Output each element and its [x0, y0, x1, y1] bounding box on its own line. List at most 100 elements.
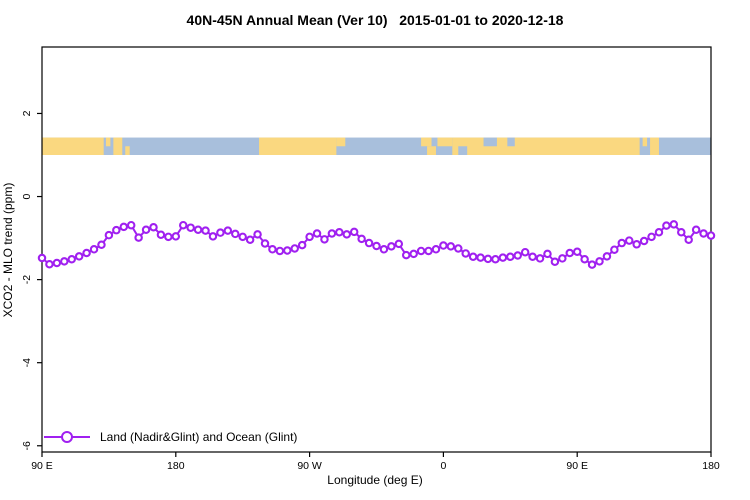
data-point-marker	[439, 241, 448, 250]
surface-band-segment-ocean	[507, 137, 515, 147]
data-point-marker	[283, 246, 292, 255]
data-point-marker	[290, 244, 299, 253]
data-point-marker	[335, 228, 344, 237]
surface-band-segment-land	[336, 137, 346, 147]
data-point-marker	[268, 245, 277, 254]
data-point-marker	[617, 238, 627, 248]
data-point-marker	[82, 248, 91, 258]
data-point-marker	[379, 245, 389, 254]
data-point-marker	[669, 220, 679, 229]
data-point-marker	[357, 234, 366, 244]
data-point-marker	[156, 230, 166, 240]
data-point-marker	[468, 252, 478, 262]
x-tick-label: 0	[440, 460, 446, 472]
data-point-marker	[647, 232, 656, 242]
data-point-marker	[245, 235, 255, 244]
surface-band-segment-land	[259, 137, 337, 155]
data-point-marker	[401, 250, 411, 260]
data-point-marker	[580, 255, 589, 264]
data-point-marker	[126, 220, 136, 230]
data-point-marker	[60, 257, 69, 266]
data-point-marker	[74, 252, 84, 261]
data-point-marker	[572, 247, 582, 257]
x-tick-label: 180	[167, 460, 185, 472]
y-axis-label: XCO2 - MLO trend (ppm)	[1, 182, 15, 318]
data-point-marker	[528, 252, 537, 262]
data-point-marker	[349, 227, 359, 237]
data-point-marker	[364, 238, 374, 248]
data-point-marker	[699, 229, 708, 238]
data-point-marker	[520, 247, 530, 257]
legend: Land (Nadir&Glint) and Ocean (Glint)	[44, 428, 297, 446]
data-point-marker	[67, 255, 76, 264]
data-point-marker	[543, 249, 552, 259]
surface-band-segment-land	[452, 137, 640, 155]
data-point-marker	[305, 232, 314, 242]
data-point-marker	[602, 252, 612, 261]
data-point-marker	[454, 244, 463, 253]
data-point-marker	[684, 235, 693, 244]
data-point-marker	[372, 241, 381, 251]
surface-band-segment-land	[437, 137, 453, 147]
data-point-marker	[89, 245, 99, 254]
data-point-marker	[312, 229, 322, 238]
data-point-marker	[223, 226, 233, 235]
x-tick-label: 90 E	[31, 460, 53, 472]
data-point-marker	[550, 257, 560, 267]
data-point-marker	[565, 248, 575, 258]
data-point-marker	[342, 230, 352, 239]
x-axis-label: Longitude (deg E)	[327, 473, 423, 487]
y-tick-label: -6	[21, 441, 33, 450]
data-point-marker	[178, 220, 188, 230]
data-point-marker	[558, 254, 567, 263]
data-point-marker	[119, 222, 129, 232]
data-point-marker	[253, 230, 262, 239]
surface-band-segment-land	[42, 137, 104, 155]
data-point-marker	[691, 225, 701, 235]
data-point-marker	[52, 258, 62, 268]
x-tick-label: 90 E	[566, 460, 588, 472]
data-point-marker	[677, 228, 686, 237]
data-point-marker	[662, 221, 671, 230]
data-point-marker	[535, 254, 545, 263]
data-point-marker	[201, 226, 210, 235]
data-point-marker	[624, 236, 634, 245]
surface-band-segment-ocean	[458, 146, 468, 155]
data-point-marker	[654, 228, 664, 237]
surface-band-segment-ocean	[483, 137, 497, 147]
data-point-marker	[193, 225, 203, 235]
y-tick-label: -4	[21, 358, 33, 367]
data-point-marker	[498, 253, 508, 262]
data-point-marker	[37, 253, 47, 263]
data-point-marker	[327, 229, 337, 238]
plot-border	[41, 46, 712, 453]
data-point-marker	[216, 228, 225, 237]
data-point-marker	[639, 236, 649, 246]
surface-band-segment-land	[427, 146, 436, 155]
legend-label: Land (Nadir&Glint) and Ocean (Glint)	[100, 430, 298, 444]
y-tick-label: 2	[21, 110, 33, 116]
data-point-marker	[476, 253, 485, 262]
data-point-marker	[387, 242, 396, 251]
data-point-marker	[431, 245, 441, 254]
chart-title: 40N-45N Annual Mean (Ver 10) 2015-01-01 …	[186, 12, 564, 28]
data-point-marker	[446, 242, 456, 251]
surface-band-segment-land	[105, 137, 111, 147]
data-point-marker	[706, 231, 716, 240]
data-point-marker	[595, 257, 604, 266]
data-point-marker	[483, 254, 493, 264]
data-point-marker	[134, 233, 143, 242]
data-point-marker	[141, 225, 151, 235]
data-point-marker	[45, 259, 54, 269]
data-point-marker	[231, 229, 240, 239]
data-point-marker	[320, 235, 329, 244]
data-point-marker	[424, 246, 433, 256]
data-point-marker	[97, 240, 106, 249]
surface-band-segment-land	[642, 137, 648, 147]
data-point-marker	[513, 251, 522, 260]
data-point-marker	[587, 260, 597, 269]
data-point-marker	[238, 232, 247, 242]
x-tick-label: 90 W	[297, 460, 322, 472]
